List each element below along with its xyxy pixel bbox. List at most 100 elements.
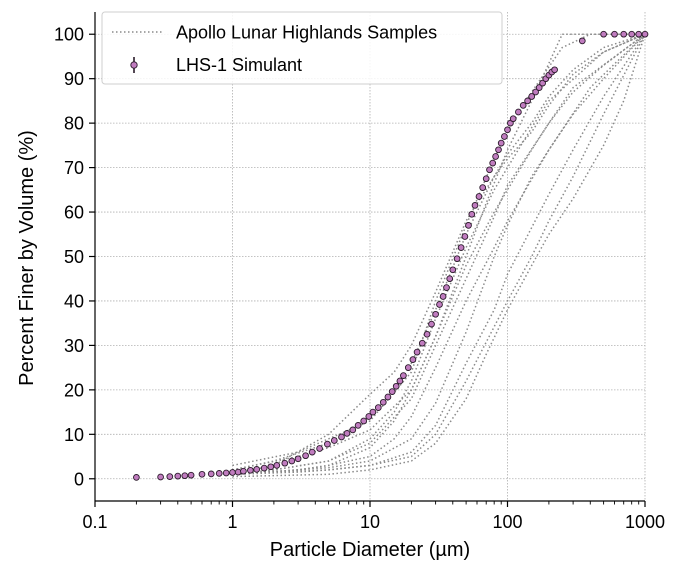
lhs1-data-point — [166, 473, 174, 480]
lhs1-data-point — [316, 445, 323, 452]
y-tick-label: 10 — [64, 425, 84, 445]
legend-simulant-label: LHS-1 Simulant — [176, 55, 302, 75]
lhs1-data-point — [240, 467, 247, 475]
lhs1-data-point — [468, 210, 476, 218]
lhs1-data-point — [215, 470, 223, 477]
lhs1-data-point — [294, 455, 302, 463]
legend-simulant-marker — [130, 61, 138, 69]
lhs1-data-point — [133, 474, 140, 481]
lhs1-data-point — [418, 339, 426, 347]
apollo-sample-line — [232, 33, 646, 476]
lhs1-data-point — [369, 408, 377, 416]
lhs1-data-point — [392, 382, 400, 390]
lhs1-data-point — [479, 184, 487, 191]
lhs1-data-point — [365, 413, 373, 420]
lhs1-data-point — [207, 470, 215, 478]
lhs1-data-point — [457, 244, 465, 251]
x-tick-label: 0.1 — [82, 512, 107, 532]
lhs1-data-point — [423, 330, 431, 338]
lhs1-data-point — [198, 470, 206, 478]
lhs1-data-point — [628, 30, 636, 38]
y-tick-label: 40 — [64, 291, 84, 311]
lhs1-data-point — [641, 30, 649, 38]
lhs1-data-point — [247, 466, 254, 474]
y-tick-label: 0 — [74, 469, 84, 489]
lhs1-data-point — [524, 97, 531, 105]
lhs1-data-point — [501, 133, 508, 140]
apollo-sample-line — [232, 33, 645, 471]
apollo-sample-line — [232, 33, 646, 476]
apollo-sample-line — [232, 33, 646, 476]
x-axis-title: Particle Diameter (µm) — [270, 539, 470, 561]
apollo-sample-line — [232, 33, 646, 471]
lhs1-data-point — [475, 193, 483, 200]
y-axis-title: Percent Finer by Volume (%) — [16, 130, 38, 386]
lhs1-data-point — [620, 30, 628, 38]
lhs1-data-point — [461, 233, 469, 240]
lhs1-data-point — [384, 393, 392, 401]
lhs1-data-point — [436, 301, 443, 308]
x-tick-label: 1000 — [625, 512, 665, 532]
lhs1-data-point — [532, 88, 539, 96]
lhs1-data-point — [187, 471, 195, 479]
lhs1-data-point — [281, 459, 289, 467]
y-tick-label: 50 — [64, 247, 84, 267]
lhs1-data-point — [486, 166, 493, 174]
lhs1-data-point — [635, 30, 643, 38]
lhs1-data-point — [260, 464, 268, 472]
lhs1-data-point — [324, 440, 331, 448]
lhs1-data-point — [413, 348, 421, 356]
apollo-sample-line — [232, 33, 646, 476]
y-tick-label: 80 — [64, 114, 84, 134]
lhs1-data-point — [409, 356, 417, 363]
lhs1-data-point — [273, 462, 281, 469]
lhs1-data-point — [439, 293, 447, 300]
x-tick-label: 1 — [227, 512, 237, 532]
lhs1-data-point — [443, 284, 450, 291]
y-tick-label: 100 — [54, 25, 84, 45]
lhs1-data-point — [374, 404, 382, 411]
lhs1-data-point — [267, 463, 275, 471]
lhs1-data-point — [551, 66, 558, 74]
lhs1-data-point — [446, 275, 454, 283]
x-tick-label: 10 — [360, 512, 380, 532]
y-tick-label: 70 — [64, 158, 84, 178]
lhs1-data-point — [181, 472, 189, 480]
lhs1-data-point — [354, 422, 362, 429]
lhs1-data-point — [157, 473, 164, 481]
lhs1-data-point — [253, 466, 261, 473]
y-tick-label: 30 — [64, 336, 84, 356]
lhs1-data-point — [349, 426, 357, 434]
y-tick-label: 20 — [64, 380, 84, 400]
lhs1-points — [133, 30, 649, 481]
lhs1-data-point — [302, 452, 309, 460]
y-tick-label: 60 — [64, 203, 84, 223]
lhs1-data-point — [578, 37, 586, 45]
apollo-sample-line — [232, 33, 646, 476]
lhs1-data-point — [482, 175, 490, 183]
lhs1-data-point — [453, 255, 461, 263]
legend: Apollo Lunar Highlands Samples LHS-1 Sim… — [101, 11, 503, 85]
apollo-sample-line — [232, 33, 646, 476]
lhs1-data-point — [492, 153, 499, 160]
lhs1-data-point — [428, 320, 435, 328]
lhs1-data-point — [509, 115, 517, 123]
lhs1-data-point — [288, 457, 296, 465]
legend-samples-label: Apollo Lunar Highlands Samples — [176, 23, 437, 43]
lhs1-data-point — [535, 84, 543, 91]
lhs1-data-point — [495, 146, 502, 154]
lhs1-data-point — [222, 469, 230, 477]
grid — [94, 12, 646, 501]
lhs1-data-point — [515, 108, 522, 116]
lhs1-data-point — [600, 30, 607, 38]
lhs1-data-point — [471, 202, 479, 209]
lhs1-data-point — [379, 398, 387, 406]
lhs1-data-point — [497, 139, 505, 147]
apollo-sample-curves — [232, 33, 646, 478]
apollo-sample-line — [232, 33, 646, 476]
lhs1-data-point — [528, 93, 536, 100]
lhs1-data-point — [504, 126, 511, 134]
lhs1-data-point — [338, 433, 345, 441]
lhs1-data-point — [174, 472, 182, 480]
